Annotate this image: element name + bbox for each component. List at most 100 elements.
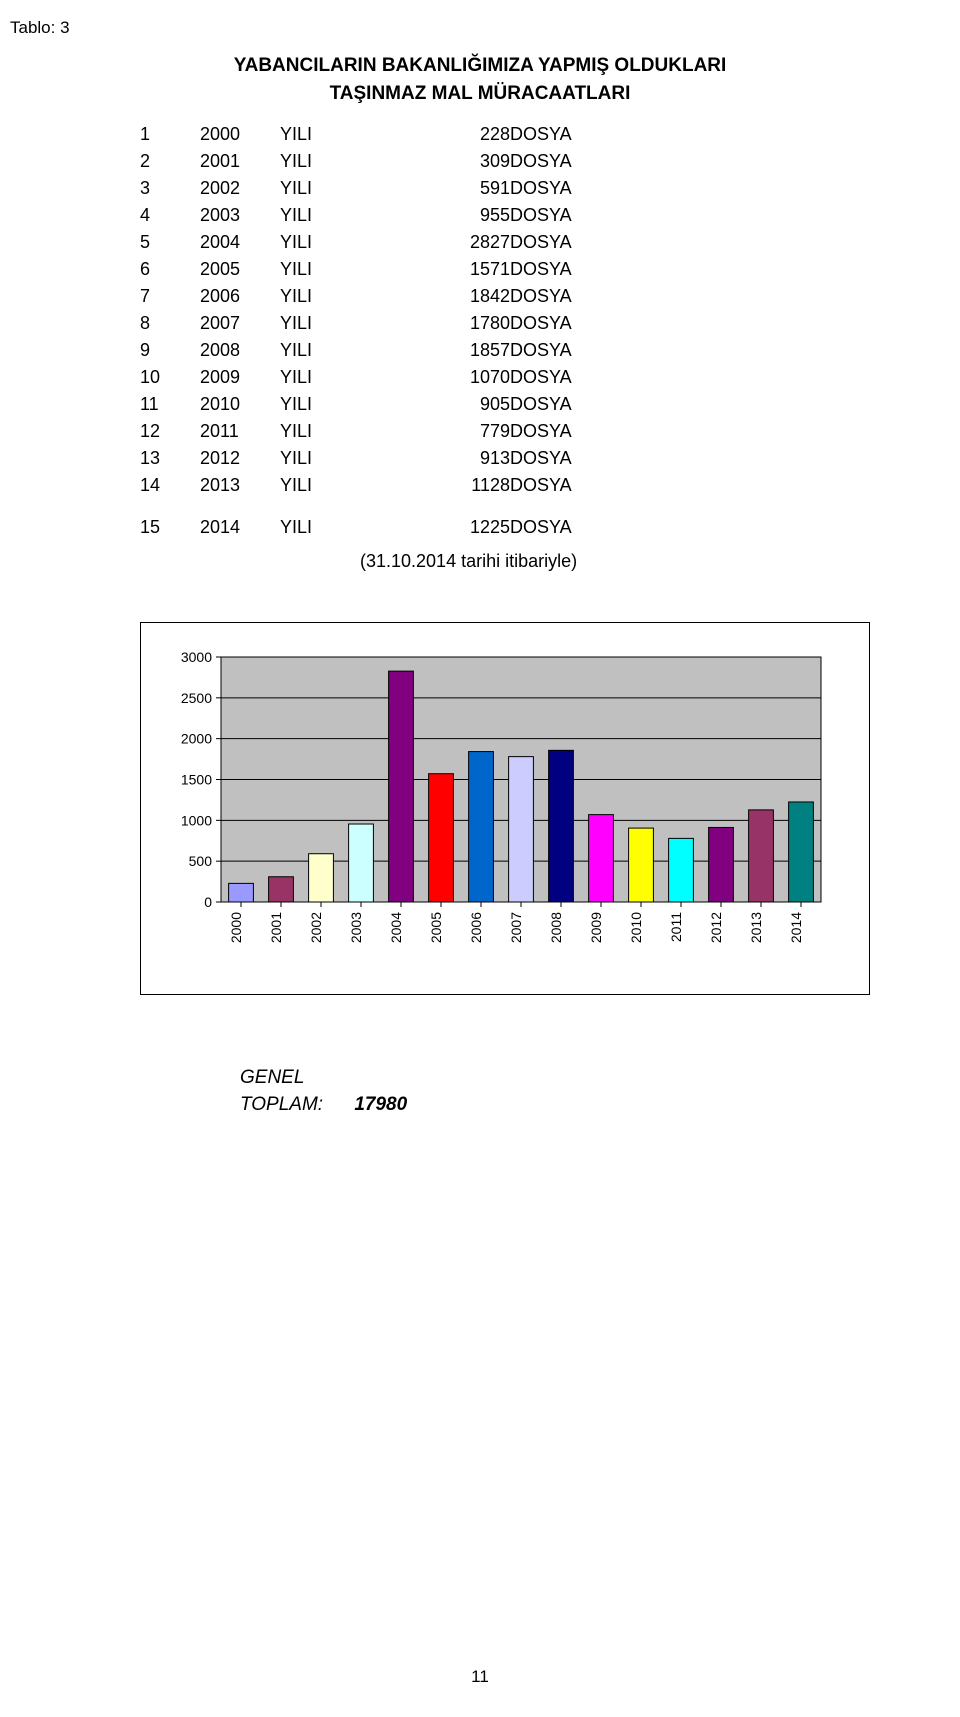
- table-row: 82007YILI1780DOSYA: [140, 310, 610, 337]
- row-value: 591: [410, 175, 510, 202]
- row-year: 2014: [200, 499, 280, 541]
- row-year: 2005: [200, 256, 280, 283]
- row-year-word: YILI: [280, 445, 410, 472]
- row-index: 11: [140, 391, 200, 418]
- svg-text:2012: 2012: [708, 912, 724, 943]
- data-table: 12000YILI228DOSYA22001YILI309DOSYA32002Y…: [140, 121, 610, 541]
- svg-text:2004: 2004: [388, 912, 404, 943]
- row-unit: DOSYA: [510, 229, 610, 256]
- row-unit: DOSYA: [510, 337, 610, 364]
- row-unit: DOSYA: [510, 499, 610, 541]
- row-unit: DOSYA: [510, 148, 610, 175]
- row-year-word: YILI: [280, 337, 410, 364]
- row-index: 9: [140, 337, 200, 364]
- row-year-word: YILI: [280, 202, 410, 229]
- row-year-word: YILI: [280, 499, 410, 541]
- svg-text:2010: 2010: [628, 912, 644, 943]
- table-row: 12000YILI228DOSYA: [140, 121, 610, 148]
- table-label: Tablo: 3: [10, 18, 890, 38]
- row-index: 6: [140, 256, 200, 283]
- table-row: 62005YILI1571DOSYA: [140, 256, 610, 283]
- row-year-word: YILI: [280, 121, 410, 148]
- row-index: 14: [140, 472, 200, 499]
- row-index: 10: [140, 364, 200, 391]
- row-unit: DOSYA: [510, 175, 610, 202]
- svg-text:2014: 2014: [788, 912, 804, 943]
- row-unit: DOSYA: [510, 391, 610, 418]
- row-year-word: YILI: [280, 283, 410, 310]
- svg-text:2500: 2500: [181, 690, 212, 706]
- row-value: 1225: [410, 499, 510, 541]
- row-unit: DOSYA: [510, 472, 610, 499]
- page-number: 11: [0, 1667, 960, 1687]
- svg-text:2000: 2000: [228, 912, 244, 943]
- svg-text:1000: 1000: [181, 812, 212, 828]
- row-index: 7: [140, 283, 200, 310]
- row-index: 15: [140, 499, 200, 541]
- row-index: 4: [140, 202, 200, 229]
- title-block: YABANCILARIN BAKANLIĞIMIZA YAPMIŞ OLDUKL…: [130, 52, 830, 107]
- row-value: 1571: [410, 256, 510, 283]
- table-row: 132012YILI913DOSYA: [140, 445, 610, 472]
- table-row: 112010YILI905DOSYA: [140, 391, 610, 418]
- row-index: 2: [140, 148, 200, 175]
- row-unit: DOSYA: [510, 283, 610, 310]
- row-year: 2008: [200, 337, 280, 364]
- row-unit: DOSYA: [510, 202, 610, 229]
- row-year: 2003: [200, 202, 280, 229]
- svg-text:0: 0: [204, 894, 212, 910]
- row-year-word: YILI: [280, 310, 410, 337]
- row-year: 2012: [200, 445, 280, 472]
- svg-text:2006: 2006: [468, 912, 484, 943]
- footer-value: 17980: [354, 1094, 407, 1116]
- svg-text:1500: 1500: [181, 772, 212, 788]
- svg-text:2013: 2013: [748, 912, 764, 943]
- row-unit: DOSYA: [510, 121, 610, 148]
- row-value: 1128: [410, 472, 510, 499]
- row-index: 3: [140, 175, 200, 202]
- row-unit: DOSYA: [510, 256, 610, 283]
- row-year: 2009: [200, 364, 280, 391]
- row-index: 5: [140, 229, 200, 256]
- row-value: 1842: [410, 283, 510, 310]
- row-value: 955: [410, 202, 510, 229]
- row-value: 1070: [410, 364, 510, 391]
- row-year-word: YILI: [280, 472, 410, 499]
- row-year: 2010: [200, 391, 280, 418]
- svg-text:500: 500: [189, 853, 213, 869]
- row-year: 2001: [200, 148, 280, 175]
- row-year-word: YILI: [280, 418, 410, 445]
- table-row: 42003YILI955DOSYA: [140, 202, 610, 229]
- bar-chart: 0500100015002000250030002000200120022003…: [161, 645, 839, 972]
- svg-text:2007: 2007: [508, 912, 524, 943]
- row-year: 2013: [200, 472, 280, 499]
- footer-label-1: GENEL: [240, 1065, 890, 1092]
- row-year-word: YILI: [280, 148, 410, 175]
- row-value: 309: [410, 148, 510, 175]
- table-row: 22001YILI309DOSYA: [140, 148, 610, 175]
- table-row: 102009YILI1070DOSYA: [140, 364, 610, 391]
- row-year: 2002: [200, 175, 280, 202]
- row-value: 1780: [410, 310, 510, 337]
- svg-text:2002: 2002: [308, 912, 324, 943]
- row-year: 2004: [200, 229, 280, 256]
- row-index: 12: [140, 418, 200, 445]
- table-row: 142013YILI1128DOSYA: [140, 472, 610, 499]
- row-index: 8: [140, 310, 200, 337]
- footer-total: GENEL TOPLAM: 17980: [240, 1065, 890, 1118]
- title-line-1: YABANCILARIN BAKANLIĞIMIZA YAPMIŞ OLDUKL…: [130, 52, 830, 80]
- row-unit: DOSYA: [510, 364, 610, 391]
- row-value: 779: [410, 418, 510, 445]
- svg-text:3000: 3000: [181, 649, 212, 665]
- title-line-2: TAŞINMAZ MAL MÜRACAATLARI: [130, 80, 830, 108]
- row-year: 2011: [200, 418, 280, 445]
- row-year-word: YILI: [280, 175, 410, 202]
- row-index: 1: [140, 121, 200, 148]
- table-row: 32002YILI591DOSYA: [140, 175, 610, 202]
- svg-text:2011: 2011: [668, 912, 684, 942]
- row-year-word: YILI: [280, 256, 410, 283]
- table-row: 52004YILI2827DOSYA: [140, 229, 610, 256]
- table-row: 92008YILI1857DOSYA: [140, 337, 610, 364]
- row-year: 2007: [200, 310, 280, 337]
- svg-text:2005: 2005: [428, 912, 444, 943]
